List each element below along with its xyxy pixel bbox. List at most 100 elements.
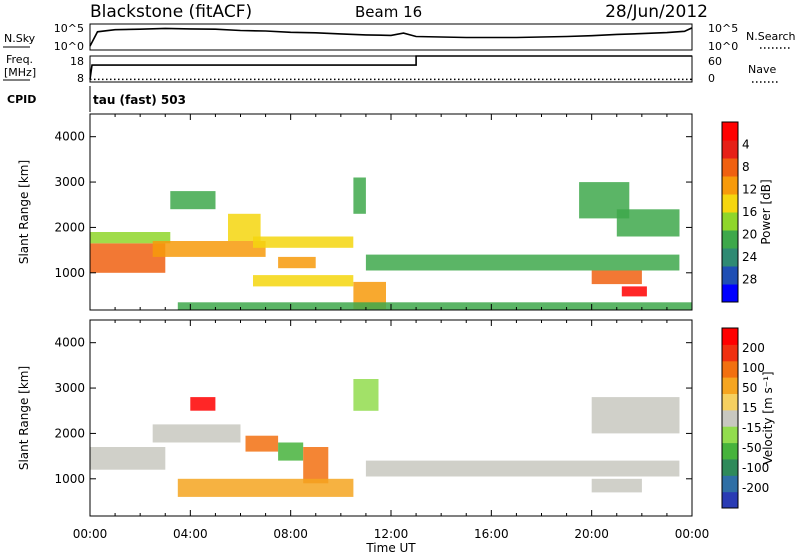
colorbar-swatch: [722, 194, 738, 213]
data-region: [591, 478, 642, 493]
colorbar-tick-label: 15: [742, 401, 757, 415]
colorbar-tick-label: -15: [742, 421, 762, 435]
cpid-value: tau (fast) 503: [93, 93, 186, 107]
data-region: [278, 256, 316, 269]
time-tick-label: 00:00: [675, 527, 710, 541]
colorbar-tick-label: 24: [742, 250, 757, 264]
data-region: [90, 447, 166, 470]
data-region: [616, 209, 680, 237]
time-tick-label: 08:00: [273, 527, 308, 541]
colorbar-frame: [721, 121, 739, 303]
nave-label: Nave: [748, 63, 776, 76]
colorbar-swatch: [722, 458, 738, 476]
colorbar-swatch: [722, 266, 738, 285]
frequency-tick-top: 18: [70, 55, 84, 68]
noise-left-tick-bottom: 10^0: [54, 40, 84, 53]
data-region: [253, 236, 354, 248]
colorbar-swatch: [722, 158, 738, 177]
data-region: [170, 191, 216, 210]
noise-right-tick-bottom: 10^0: [708, 40, 738, 53]
power-colorbar-label: Power [dB]: [759, 179, 773, 244]
colorbar-swatch: [722, 248, 738, 267]
y-tick-label: 4000: [54, 130, 85, 144]
data-region: [353, 379, 379, 411]
velocity-panel: 1000 2000 3000 4000 Slant Range [km] 200 100…: [17, 319, 775, 554]
velocity-x-ticks: [89, 320, 693, 516]
colorbar-tick-label: 16: [742, 205, 757, 219]
colorbar-swatch: [722, 426, 738, 444]
cpid-label: CPID: [7, 93, 36, 106]
y-tick-label: 4000: [54, 336, 85, 350]
power-x-ticks: [89, 114, 693, 310]
time-tick-label: 04:00: [173, 527, 208, 541]
data-region: [90, 232, 171, 244]
colorbar-tick-label: 4: [742, 138, 750, 152]
colorbar-swatch: [722, 212, 738, 231]
colorbar-swatch: [722, 140, 738, 159]
y-tick-label: 1000: [54, 266, 85, 280]
velocity-colorbar-label: Velocity [m s⁻¹]: [761, 371, 775, 464]
y-tick-label: 2000: [54, 426, 85, 440]
velocity-y-ticks: 1000 2000 3000 4000: [54, 336, 692, 486]
frequency-label-line1: Freq.: [6, 53, 33, 66]
colorbar-swatch: [722, 409, 738, 427]
colorbar-tick-label: -50: [742, 441, 762, 455]
colorbar-tick-label: 20: [742, 228, 757, 242]
data-region: [177, 302, 693, 310]
colorbar-tick-label: -200: [742, 481, 769, 495]
noise-sky-series: [89, 27, 693, 47]
data-region: [152, 424, 241, 443]
frequency-panel-frame: [89, 55, 693, 83]
noise-left-label: N.Sky: [4, 32, 36, 45]
frequency-label-line2: [MHz]: [4, 66, 36, 79]
nave-tick-bottom: 0: [708, 72, 715, 85]
power-y-ticks: 1000 2000 3000 4000: [54, 130, 692, 280]
colorbar-tick-label: 8: [742, 160, 750, 174]
figure-title: Blackstone (fitACF): [90, 2, 252, 22]
data-region: [278, 442, 304, 461]
beam-label: Beam 16: [355, 3, 422, 21]
data-region: [228, 213, 261, 241]
colorbar-swatch: [722, 344, 738, 362]
date-label: 28/Jun/2012: [605, 2, 708, 22]
colorbar-swatch: [722, 230, 738, 249]
power-y-axis-label: Slant Range [km]: [17, 160, 31, 264]
noise-panel-frame: [89, 23, 693, 51]
frequency-panel: Freq. [MHz] 18 8 60 0 Nave: [3, 53, 780, 85]
colorbar-tick-label: 50: [742, 381, 757, 395]
colorbar-tick-label: 200: [742, 341, 765, 355]
velocity-data-regions: [90, 379, 680, 497]
frequency-tick-bottom: 8: [77, 72, 84, 85]
colorbar-tick-label: 100: [742, 361, 765, 375]
time-axis-label: Time UT: [365, 541, 416, 554]
data-region: [365, 254, 680, 271]
time-tick-label: 20:00: [574, 527, 609, 541]
y-tick-label: 3000: [54, 175, 85, 189]
y-tick-label: 3000: [54, 381, 85, 395]
nave-tick-top: 60: [708, 55, 722, 68]
colorbar-swatch: [722, 475, 738, 493]
colorbar-swatch: [722, 491, 738, 509]
velocity-colorbar: 200 100 50 15 -15 -50 -100 -200: [721, 327, 769, 509]
colorbar-swatch: [722, 393, 738, 411]
time-tick-label: 16:00: [474, 527, 509, 541]
y-tick-label: 1000: [54, 472, 85, 486]
colorbar-swatch: [722, 176, 738, 195]
noise-panel: N.Sky 10^5 10^0 10^5 10^0 N.Search: [3, 22, 796, 53]
time-axis-tick-labels: 00:00 04:00 08:00 12:00 16:00 20:00 00:00: [73, 527, 710, 541]
colorbar-frame: [721, 327, 739, 509]
data-region: [591, 270, 642, 285]
noise-right-label: N.Search: [746, 30, 796, 43]
data-region: [177, 478, 354, 497]
y-tick-label: 2000: [54, 220, 85, 234]
data-region: [245, 435, 279, 452]
power-data-regions: [90, 177, 693, 310]
power-panel: 1000 2000 3000 4000 Slant Range [km] 4 8 12 16…: [17, 113, 773, 311]
time-tick-label: 12:00: [374, 527, 409, 541]
colorbar-swatch: [722, 122, 738, 141]
colorbar-tick-label: 28: [742, 273, 757, 287]
colorbar-tick-label: -100: [742, 461, 769, 475]
frequency-series: [89, 55, 692, 80]
time-tick-label: 00:00: [73, 527, 108, 541]
